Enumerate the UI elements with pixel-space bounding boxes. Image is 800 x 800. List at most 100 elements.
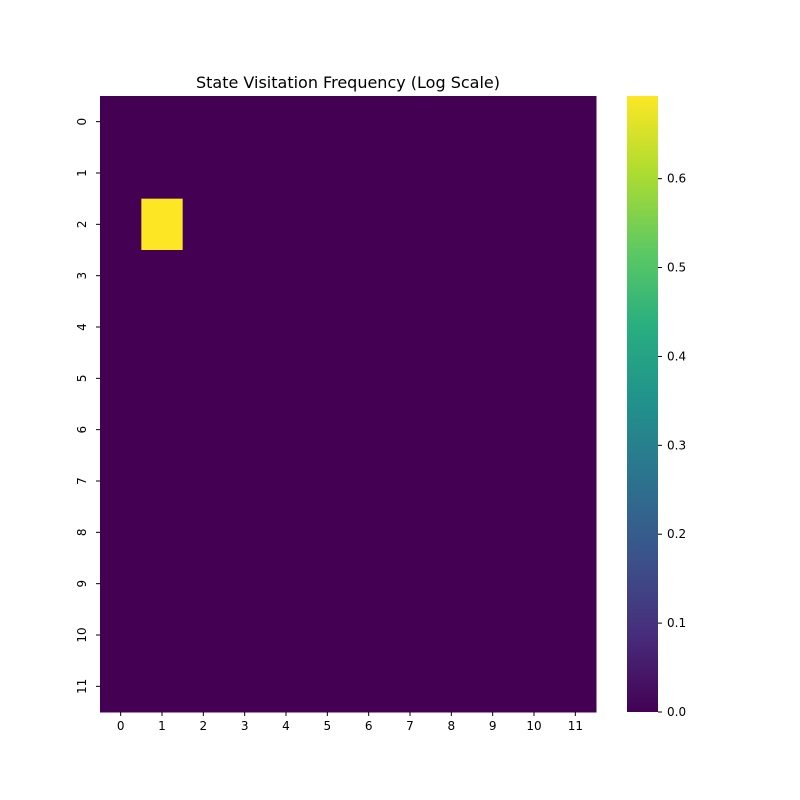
heatmap-cell-r4-c3 — [224, 301, 266, 354]
heatmap-cell-r6-c9 — [472, 404, 514, 456]
heatmap-cell-r1-c8 — [430, 147, 473, 200]
heatmap-cell-r2-c6 — [348, 198, 390, 251]
heatmap-cell-r5-c10 — [513, 352, 556, 405]
heatmap-cell-r1-c6 — [348, 147, 390, 200]
heatmap-cell-r6-c11 — [554, 404, 597, 456]
heatmap-cell-r8-c10 — [513, 506, 556, 559]
heatmap-cell-r1-c5 — [306, 147, 349, 200]
y-tick-label: 7 — [75, 477, 89, 485]
heatmap-cell-r5-c4 — [265, 352, 308, 405]
heatmap-cell-r3-c4 — [265, 250, 308, 302]
y-tick-label: 9 — [75, 580, 89, 588]
heatmap-cell-r6-c7 — [389, 404, 432, 456]
heatmap-cell-r11-c8 — [430, 660, 473, 713]
heatmap-cell-r7-c8 — [430, 455, 473, 508]
heatmap-cell-r0-c1 — [141, 96, 184, 148]
heatmap-cell-r6-c5 — [306, 404, 349, 456]
x-axis: 0 1 2 3 4 5 6 7 8 9 10 11 — [117, 712, 583, 733]
heatmap-cell-r0-c8 — [430, 96, 473, 148]
y-tick-label: 0 — [75, 118, 89, 126]
heatmap-cell-r11-c5 — [306, 660, 349, 713]
heatmap-cell-r1-c3 — [224, 147, 266, 200]
heatmap-cell-r7-c4 — [265, 455, 308, 508]
heatmap-cell-r9-c7 — [389, 558, 432, 610]
chart-title: State Visitation Frequency (Log Scale) — [196, 73, 500, 92]
colorbar-tick-label: 0.6 — [667, 172, 686, 186]
heatmap-cell-r11-c1 — [141, 660, 184, 713]
heatmap-cell-r6-c1 — [141, 404, 184, 456]
heatmap-cell-r5-c2 — [182, 352, 225, 405]
heatmap-cell-r3-c1 — [141, 250, 184, 302]
heatmap-cell-r3-c9 — [472, 250, 514, 302]
y-tick-label: 10 — [75, 627, 89, 642]
heatmap-cell-r4-c6 — [348, 301, 390, 354]
heatmap-cell-r1-c0 — [100, 147, 142, 200]
heatmap-cell-r4-c0 — [100, 301, 142, 354]
heatmap-cell-r3-c0 — [100, 250, 142, 302]
heatmap-cell-r5-c0 — [100, 352, 142, 405]
heatmap-cell-r4-c8 — [430, 301, 473, 354]
heatmap-cell-r4-c7 — [389, 301, 432, 354]
heatmap-cells — [100, 96, 597, 713]
heatmap-cell-r10-c2 — [182, 609, 225, 662]
heatmap-cell-r8-c7 — [389, 506, 432, 559]
x-tick-label: 10 — [526, 719, 541, 733]
x-tick-label: 4 — [282, 719, 290, 733]
heatmap-cell-r5-c7 — [389, 352, 432, 405]
heatmap-cell-r6-c10 — [513, 404, 556, 456]
heatmap-cell-r6-c2 — [182, 404, 225, 456]
heatmap-cell-r8-c9 — [472, 506, 514, 559]
heatmap-cell-r3-c5 — [306, 250, 349, 302]
heatmap-cell-r11-c2 — [182, 660, 225, 713]
heatmap-cell-r11-c11 — [554, 660, 597, 713]
heatmap-cell-r8-c0 — [100, 506, 142, 559]
heatmap-cell-r9-c8 — [430, 558, 473, 610]
y-tick-label: 8 — [75, 529, 89, 537]
heatmap-cell-r2-c4 — [265, 198, 308, 251]
heatmap-cell-r0-c10 — [513, 96, 556, 148]
heatmap-cell-r1-c1 — [141, 147, 184, 200]
heatmap-cell-r8-c2 — [182, 506, 225, 559]
heatmap-cell-r7-c10 — [513, 455, 556, 508]
heatmap-cell-r9-c4 — [265, 558, 308, 610]
heatmap-cell-r7-c9 — [472, 455, 514, 508]
heatmap-cell-r11-c7 — [389, 660, 432, 713]
heatmap-cell-r2-c7 — [389, 198, 432, 251]
heatmap-cell-r3-c6 — [348, 250, 390, 302]
heatmap-cell-r10-c11 — [554, 609, 597, 662]
heatmap-cell-r2-c3 — [224, 198, 266, 251]
x-tick-label: 7 — [406, 719, 414, 733]
x-tick-label: 5 — [324, 719, 332, 733]
heatmap-cell-r9-c6 — [348, 558, 390, 610]
heatmap-cell-r5-c3 — [224, 352, 266, 405]
heatmap-cell-r2-c5 — [306, 198, 349, 251]
heatmap-cell-r8-c5 — [306, 506, 349, 559]
heatmap-cell-r6-c0 — [100, 404, 142, 456]
y-tick-label: 1 — [75, 169, 89, 177]
y-tick-label: 5 — [75, 375, 89, 383]
heatmap-cell-r5-c11 — [554, 352, 597, 405]
heatmap-cell-r2-c1 — [141, 198, 184, 251]
heatmap-cell-r6-c3 — [224, 404, 266, 456]
heatmap-cell-r9-c2 — [182, 558, 225, 610]
x-tick-label: 11 — [568, 719, 583, 733]
heatmap-cell-r10-c3 — [224, 609, 266, 662]
heatmap-cell-r9-c9 — [472, 558, 514, 610]
heatmap-cell-r5-c6 — [348, 352, 390, 405]
x-tick-label: 8 — [448, 719, 456, 733]
colorbar-tick-label: 0.4 — [667, 349, 686, 363]
heatmap-cell-r3-c7 — [389, 250, 432, 302]
heatmap-cell-r4-c10 — [513, 301, 556, 354]
heatmap-cell-r2-c10 — [513, 198, 556, 251]
heatmap-cell-r7-c5 — [306, 455, 349, 508]
heatmap-cell-r11-c0 — [100, 660, 142, 713]
heatmap-cell-r2-c11 — [554, 198, 597, 251]
x-tick-label: 0 — [117, 719, 125, 733]
heatmap-cell-r9-c3 — [224, 558, 266, 610]
heatmap-cell-r8-c4 — [265, 506, 308, 559]
heatmap-cell-r8-c8 — [430, 506, 473, 559]
heatmap-cell-r10-c8 — [430, 609, 473, 662]
heatmap-cell-r6-c4 — [265, 404, 308, 456]
heatmap-cell-r4-c4 — [265, 301, 308, 354]
